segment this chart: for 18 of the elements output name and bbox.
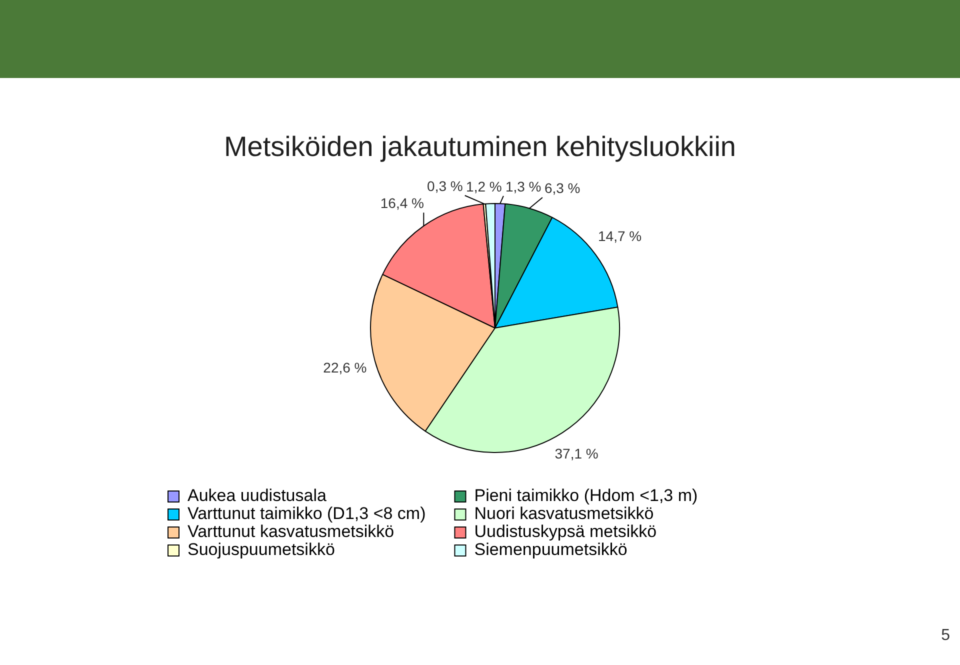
data-label: 22,6 % [323,360,367,376]
legend-label: Suojuspuumetsikkö [188,540,335,560]
chart-title: Metsiköiden jakautuminen kehitysluokkiin [222,131,738,163]
data-label: 16,4 % [380,194,424,211]
legend-label: Uudistuskypsä metsikkö [474,522,657,542]
legend-label: Varttunut taimikko (D1,3 <8 cm) [188,504,426,524]
legend-label: Varttunut kasvatusmetsikkö [188,522,394,542]
data-label: 6,3 % [544,180,580,196]
data-label: 1,3 % [505,178,542,194]
legend-label: Nuori kasvatusmetsikkö [474,504,654,524]
legend-label: Aukea uudistusala [188,486,327,506]
data-label: 37,1 % [554,445,598,462]
data-label: 1,2 % [466,178,502,194]
legend-label: Pieni taimikko (Hdom <1,3 m) [474,486,698,506]
data-label: 14,7 % [598,228,642,244]
data-label: 0,3 % [427,178,463,194]
text: 5 [941,626,950,646]
legend-label: Siemenpuumetsikkö [474,540,628,560]
